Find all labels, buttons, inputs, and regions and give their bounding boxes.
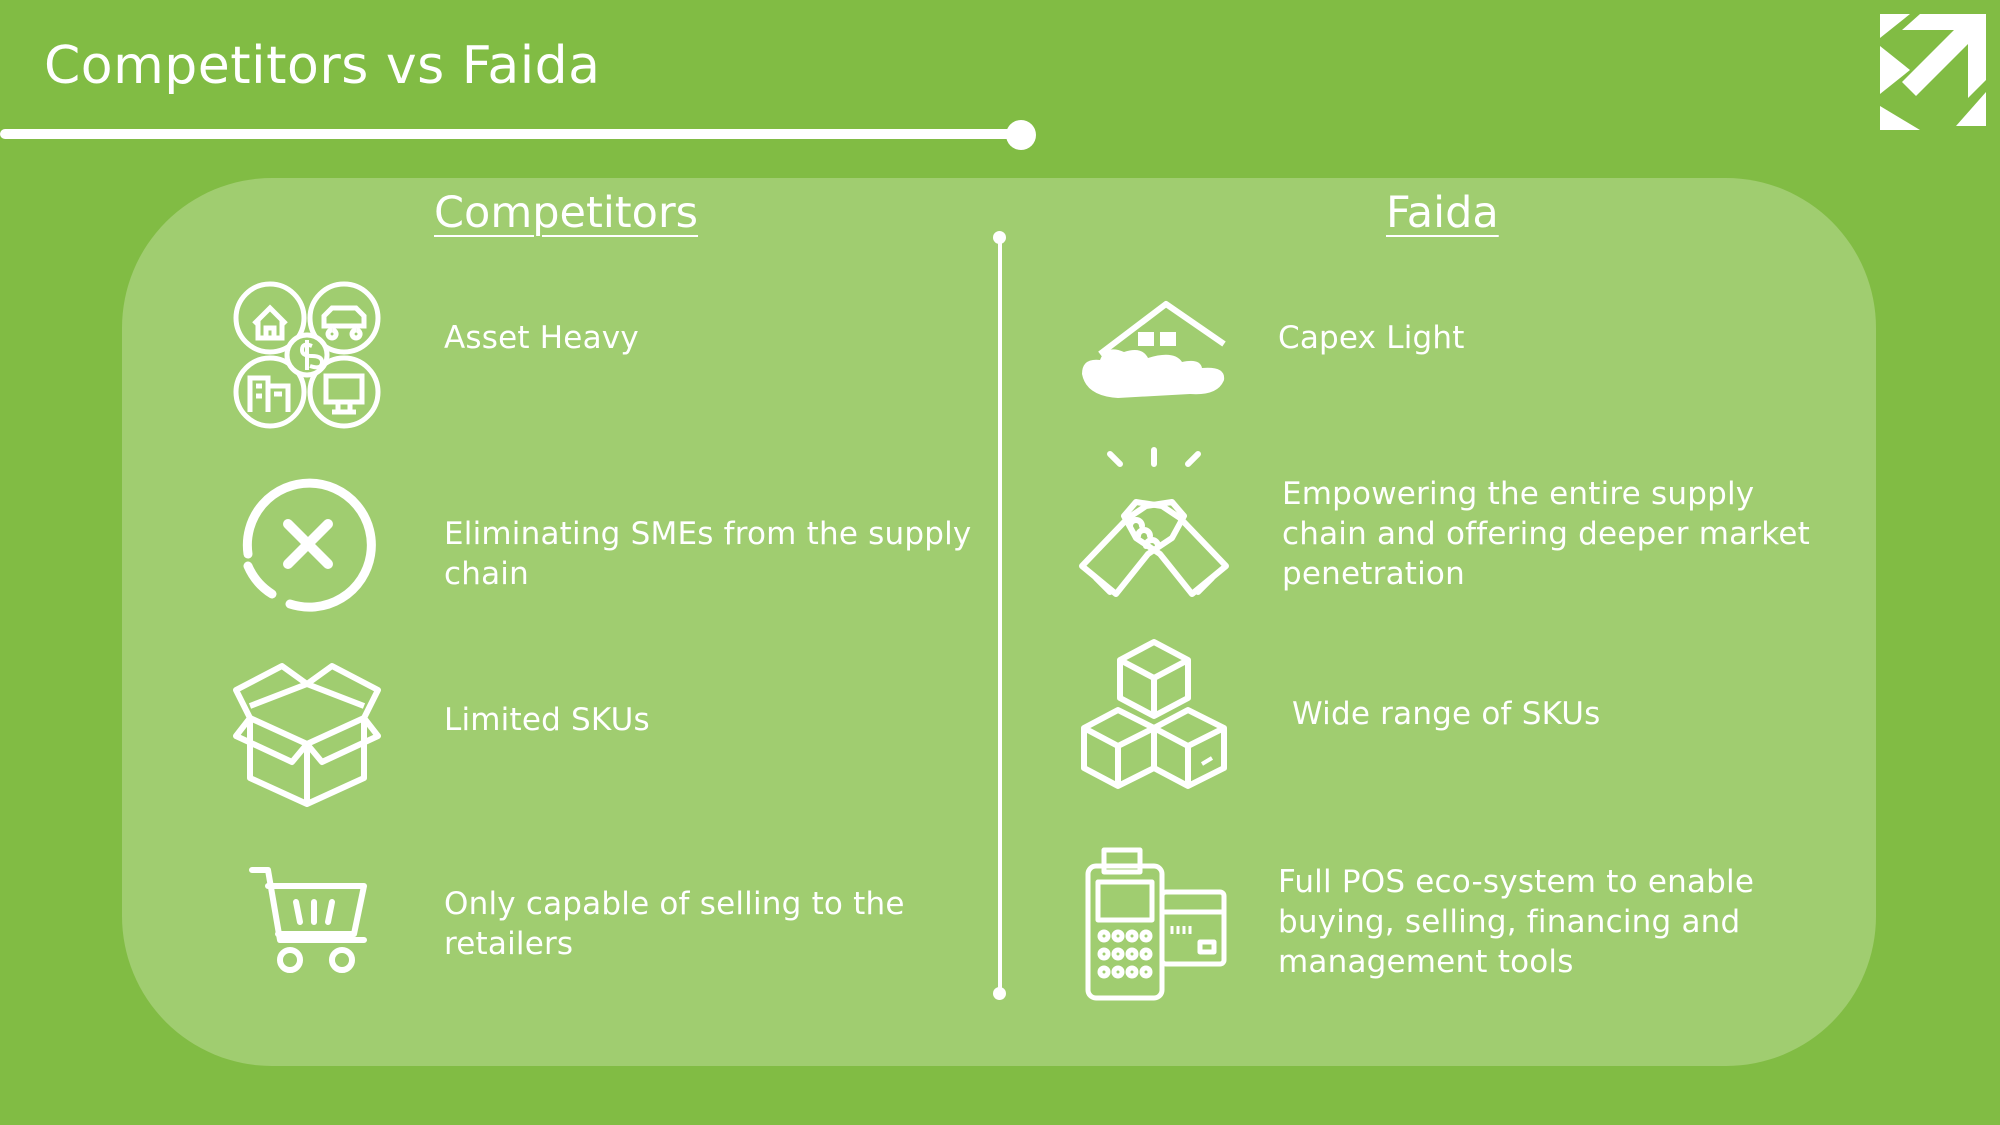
stacked-boxes-icon (1078, 636, 1230, 792)
faida-item-text: Wide range of SKUs (1292, 696, 1601, 732)
competitors-heading: Competitors (434, 188, 699, 238)
divider-bottom-dot (993, 987, 1006, 1000)
faida-item-text: Empowering the entire supply chain and o… (1282, 476, 1810, 592)
handshake-icon (1076, 446, 1232, 602)
open-box-icon (232, 660, 382, 810)
competitor-item-text: Eliminating SMEs from the supply chain (444, 516, 972, 592)
assets-icon (232, 280, 382, 430)
faida-item-text: Full POS eco-system to enable buying, se… (1278, 864, 1755, 980)
brand-logo (1876, 10, 1990, 134)
column-divider (998, 238, 1002, 994)
competitor-item-text: Limited SKUs (444, 702, 650, 738)
competitor-item-text: Asset Heavy (444, 320, 639, 356)
slide-title: Competitors vs Faida (44, 36, 601, 96)
pos-terminal-icon (1082, 846, 1230, 1002)
faida-heading: Faida (1386, 188, 1499, 238)
faida-item-text: Capex Light (1278, 320, 1465, 356)
competitor-item-text: Only capable of selling to the retailers (444, 886, 905, 962)
shopping-cart-icon (246, 862, 376, 982)
title-underline (0, 129, 1020, 139)
title-underline-dot (1006, 120, 1036, 150)
x-circle-icon (230, 466, 386, 622)
divider-top-dot (993, 231, 1006, 244)
house-on-cloud-icon (1078, 296, 1228, 400)
